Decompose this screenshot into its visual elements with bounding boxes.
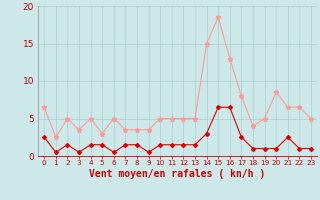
X-axis label: Vent moyen/en rafales ( kn/h ): Vent moyen/en rafales ( kn/h )	[90, 169, 266, 179]
